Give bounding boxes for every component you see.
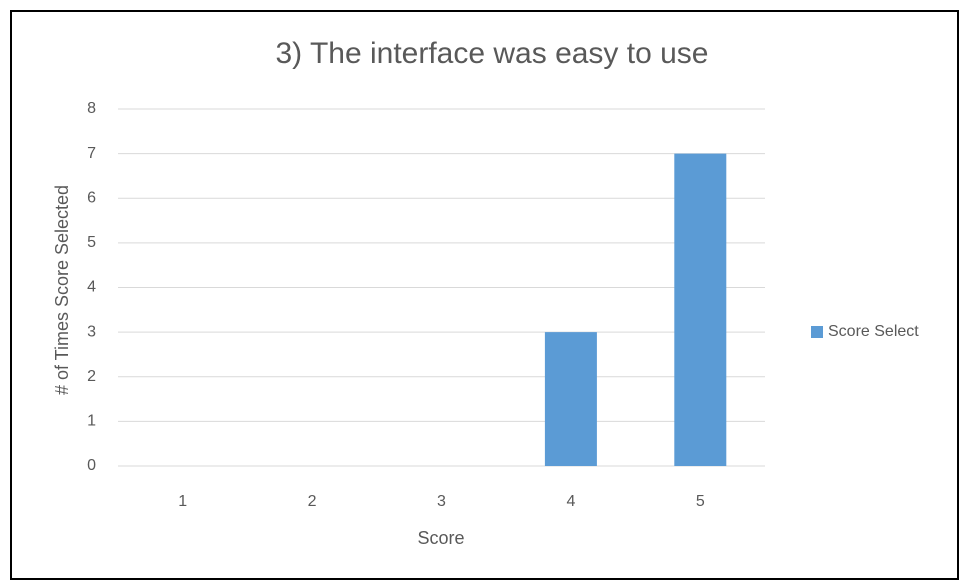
chart-frame xyxy=(10,10,959,580)
y-tick-label: 1 xyxy=(87,413,96,430)
y-tick-label: 5 xyxy=(87,234,96,251)
x-tick-label: 2 xyxy=(308,493,317,510)
x-tick-label: 3 xyxy=(437,493,446,510)
chart-title: 3) The interface was easy to use xyxy=(275,37,708,70)
y-tick-label: 3 xyxy=(87,323,96,340)
y-tick-label: 4 xyxy=(87,279,96,296)
y-tick-label: 2 xyxy=(87,368,96,385)
x-tick-label: 4 xyxy=(566,493,575,510)
legend-swatch xyxy=(811,326,823,338)
bar xyxy=(544,332,597,466)
y-tick-label: 6 xyxy=(87,189,96,206)
x-tick-label: 1 xyxy=(178,493,187,510)
y-tick-label: 0 xyxy=(87,457,96,474)
legend-label: Score Select xyxy=(828,323,919,340)
y-tick-label: 7 xyxy=(87,145,96,162)
y-tick-label: 8 xyxy=(87,100,96,117)
x-axis-label: Score xyxy=(417,528,464,548)
y-axis-label: # of Times Score Selected xyxy=(52,185,72,395)
bar xyxy=(674,153,727,466)
x-tick-label: 5 xyxy=(696,493,705,510)
